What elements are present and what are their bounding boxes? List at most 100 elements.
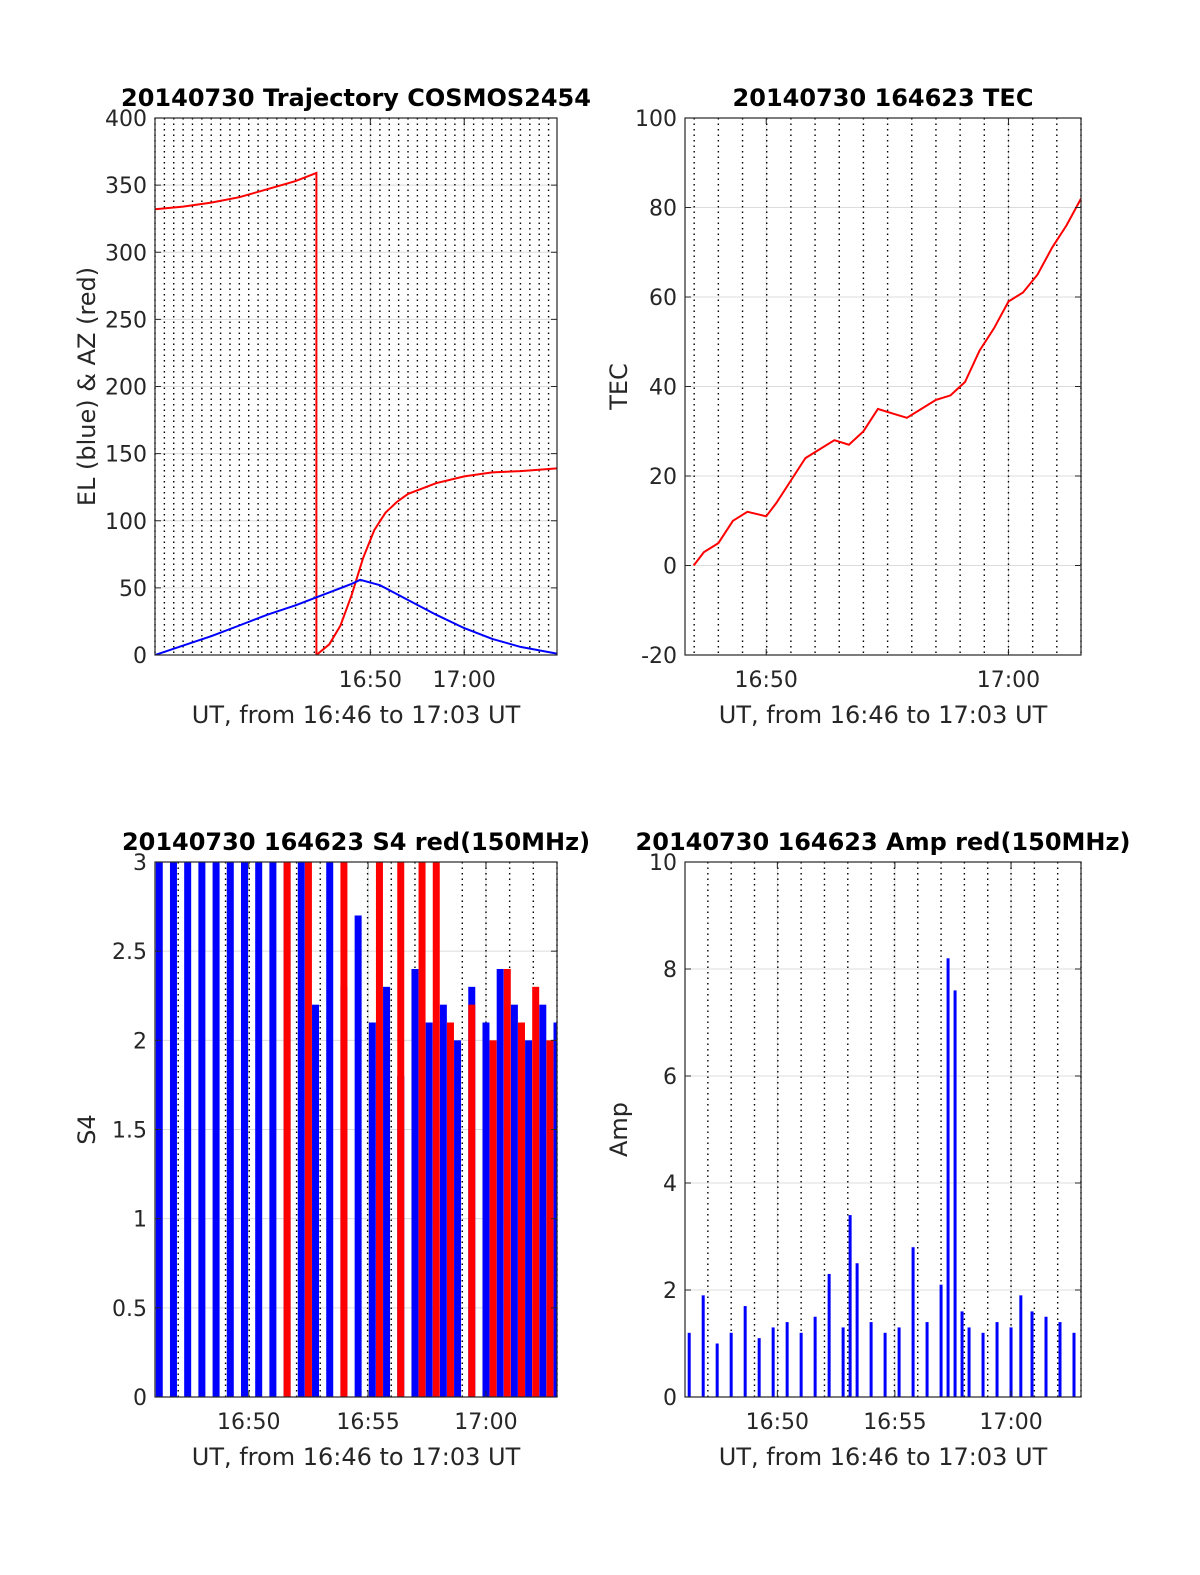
x-axis-label: UT, from 16:46 to 17:03 UT	[192, 1443, 521, 1471]
series-blue-bar	[553, 1022, 557, 1397]
series-red-bar	[468, 1004, 476, 1397]
series-blue-bar	[297, 862, 305, 1397]
y-axis-label: TEC	[605, 363, 633, 411]
y-tick-label: 0.5	[112, 1297, 147, 1322]
series-red-bar	[418, 862, 426, 1397]
series-blue-bar	[841, 1327, 845, 1397]
series-blue-bar	[326, 862, 334, 1397]
y-tick-label: 60	[649, 286, 677, 311]
x-axis-label: UT, from 16:46 to 17:03 UT	[719, 1443, 1048, 1471]
y-tick-label: 80	[649, 197, 677, 222]
x-tick-label: 17:00	[454, 1410, 517, 1435]
series-red-line	[692, 198, 1081, 567]
series-blue-bar	[1058, 1322, 1062, 1397]
axes-box	[684, 861, 1082, 1398]
series-blue-bar	[813, 1316, 817, 1397]
series-blue-bar	[354, 915, 362, 1397]
series-blue-bar	[240, 862, 248, 1397]
series-blue-bar	[226, 862, 234, 1397]
series-blue-line	[155, 578, 557, 655]
y-tick-label: 400	[105, 107, 147, 132]
series-blue-bar	[439, 1004, 447, 1397]
series-red-bar	[397, 862, 405, 1397]
chart-2: -20 0 20 40 60 80 100 16:50 17:00 20140730 164623…	[605, 84, 1082, 729]
series-blue-bar	[368, 1022, 376, 1397]
x-axis-label: UT, from 16:46 to 17:03 UT	[719, 701, 1048, 729]
x-tick-label: 17:00	[977, 668, 1040, 693]
x-tick-label: 16:50	[217, 1410, 280, 1435]
series-blue-bar	[1009, 1327, 1013, 1397]
y-tick-label: 0	[663, 1386, 677, 1411]
series-blue-bar	[946, 958, 950, 1397]
series-blue-bar	[883, 1332, 887, 1397]
series-blue-bar	[939, 1284, 943, 1397]
series-blue-bar	[785, 1322, 789, 1397]
x-tick-label: 17:00	[433, 668, 496, 693]
y-tick-label: 250	[105, 308, 147, 333]
y-tick-label: 40	[649, 376, 677, 401]
series-blue-bar	[687, 1332, 691, 1397]
series-blue-bar	[1044, 1316, 1048, 1397]
series-blue-bar	[848, 1215, 852, 1397]
y-tick-label: 0	[663, 555, 677, 580]
y-tick-label: 4	[663, 1172, 677, 1197]
series-red-bar	[375, 862, 383, 1397]
series-blue-bar	[771, 1327, 775, 1397]
y-tick-label: 0	[133, 1386, 147, 1411]
y-axis-label: EL (blue) & AZ (red)	[73, 267, 101, 506]
series-blue-bar	[981, 1332, 985, 1397]
series-red-bar	[517, 1022, 525, 1397]
y-tick-label: 1.5	[112, 1119, 147, 1144]
chart-4: 0 2 4 6 8 10 16:50 16:55 17:00 20140730 164623 Am…	[605, 828, 1130, 1471]
y-tick-label: 10	[649, 851, 677, 876]
y-tick-label: 3	[133, 851, 147, 876]
chart-title: 20140730 164623 S4 red(150MHz)	[122, 828, 590, 856]
series-blue-bar	[827, 1273, 831, 1397]
y-tick-label: 150	[105, 443, 147, 468]
series-blue-bar	[255, 862, 263, 1397]
series-blue-bar	[525, 1040, 533, 1397]
x-tick-label: 16:50	[735, 668, 798, 693]
chart-title: 20140730 Trajectory COSMOS2454	[121, 84, 591, 112]
chart-title: 20140730 164623 Amp red(150MHz)	[636, 828, 1131, 856]
series-blue-bar	[212, 862, 220, 1397]
series-red-bar	[546, 1040, 554, 1397]
y-tick-label: 100	[635, 107, 677, 132]
series-blue-bar	[995, 1322, 999, 1397]
y-tick-label: 6	[663, 1065, 677, 1090]
x-tick-label: 17:00	[979, 1410, 1042, 1435]
series-blue-bar	[925, 1322, 929, 1397]
series-blue-bar	[743, 1306, 747, 1397]
series-blue-bar	[701, 1295, 705, 1397]
y-tick-label: 50	[119, 577, 147, 602]
series-blue-bar	[960, 1311, 964, 1397]
series-blue-bar	[757, 1338, 761, 1397]
series-blue-bar	[169, 862, 177, 1397]
series-blue-bar	[383, 986, 391, 1397]
series-red-bar	[489, 1040, 497, 1397]
series-blue-bar	[411, 969, 419, 1397]
series-red-bar	[446, 1022, 454, 1397]
x-tick-label: 16:55	[336, 1410, 399, 1435]
chart-1: 0 50 100 150 200 250 300 350 400 16:50 17:00 201407…	[73, 84, 591, 729]
y-tick-label: 0	[133, 644, 147, 669]
y-tick-label: 2.5	[112, 940, 147, 965]
y-tick-label: 300	[105, 241, 147, 266]
y-tick-label: 100	[105, 510, 147, 535]
series-blue-bar	[799, 1332, 803, 1397]
series-blue-bar	[496, 969, 504, 1397]
series-blue-bar	[1030, 1311, 1034, 1397]
x-tick-label: 16:50	[339, 668, 402, 693]
series-red-bar	[532, 986, 540, 1397]
y-tick-label: 2	[663, 1279, 677, 1304]
series-blue-bar	[729, 1332, 733, 1397]
y-axis-label: S4	[73, 1114, 101, 1145]
series-blue-bar	[198, 862, 206, 1397]
series-blue-bar	[425, 1022, 433, 1397]
series-red-bar	[503, 969, 511, 1397]
y-tick-label: 2	[133, 1029, 147, 1054]
series-blue-bar	[1072, 1332, 1076, 1397]
series-red-bar	[304, 862, 312, 1397]
series-blue-bar	[953, 990, 957, 1397]
